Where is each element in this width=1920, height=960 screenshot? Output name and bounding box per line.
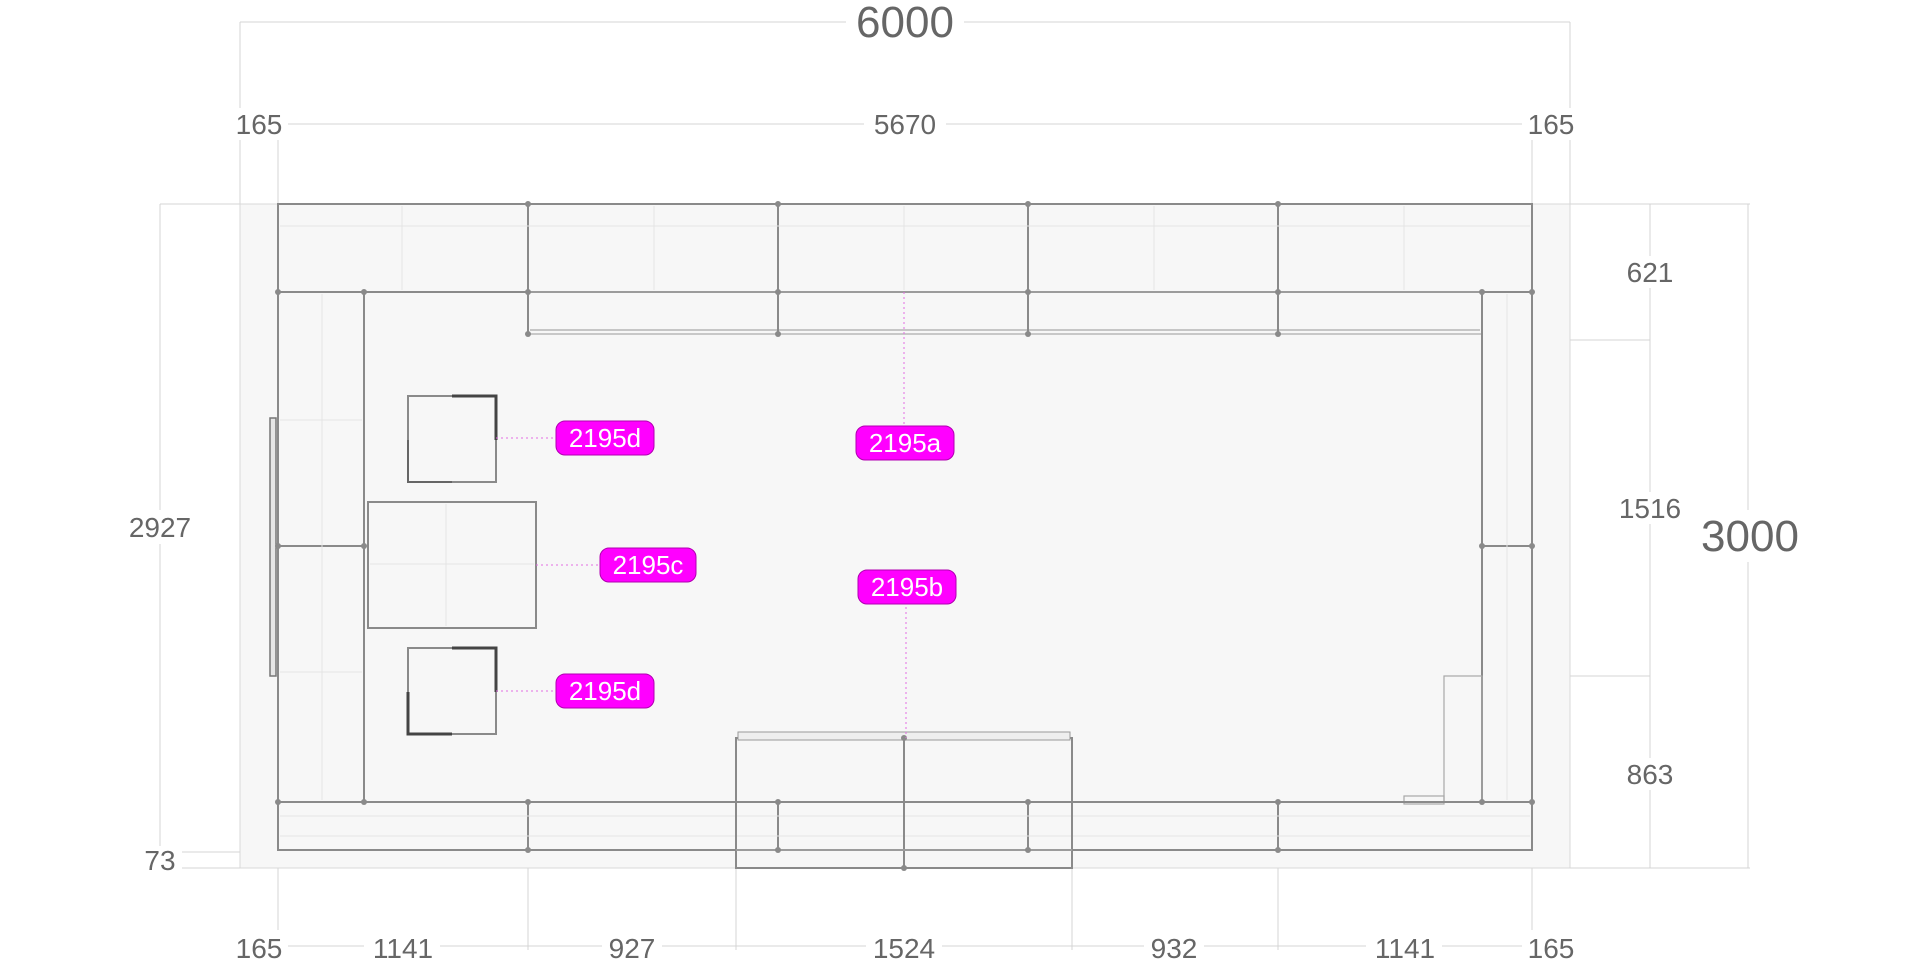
dim-bottom-seg-0: 165	[236, 933, 283, 960]
tag-2195a: 2195a	[855, 425, 955, 461]
dim-bottom-seg-2: 927	[609, 933, 656, 960]
tag-2195d-bottom-label: 2195d	[569, 676, 641, 706]
frame-connectors	[275, 201, 1535, 871]
dim-bottom-seg-6: 165	[1528, 933, 1575, 960]
dim-bottom-seg-4: 932	[1151, 933, 1198, 960]
dim-bottom-seg-5: 1141	[1375, 933, 1435, 960]
tag-leaders	[496, 292, 907, 738]
dim-right-seg-0: 621	[1627, 257, 1674, 288]
tag-2195d-bottom: 2195d	[555, 673, 655, 709]
tag-2195b-label: 2195b	[871, 572, 943, 602]
tag-2195d-top: 2195d	[555, 420, 655, 456]
tag-2195d-top-label: 2195d	[569, 423, 641, 453]
dim-top-total: 6000	[856, 0, 954, 47]
dim-left-height: 2927	[129, 512, 191, 543]
top-wall-module	[277, 203, 1533, 335]
dim-top-seg-1: 5670	[874, 109, 936, 140]
tag-2195c: 2195c	[599, 547, 697, 583]
tag-2195a-label: 2195a	[869, 428, 942, 458]
dim-bottom-seg-3: 1524	[873, 933, 935, 960]
dim-top-seg-0: 165	[236, 109, 283, 140]
dim-right-seg-1: 1516	[1619, 493, 1681, 524]
dim-right-total: 3000	[1701, 512, 1799, 561]
tag-2195b: 2195b	[857, 569, 957, 605]
dim-top-seg-2: 165	[1528, 109, 1575, 140]
tag-2195c-label: 2195c	[613, 550, 684, 580]
display-cube-2195d-top	[407, 394, 498, 483]
dimension-labels: 6000 165 5670 165 2927 73 621 1516 863 3…	[124, 0, 1802, 960]
dim-left-offset: 73	[144, 845, 175, 876]
dim-right-seg-2: 863	[1627, 759, 1674, 790]
dim-bottom-seg-1: 1141	[373, 933, 433, 960]
